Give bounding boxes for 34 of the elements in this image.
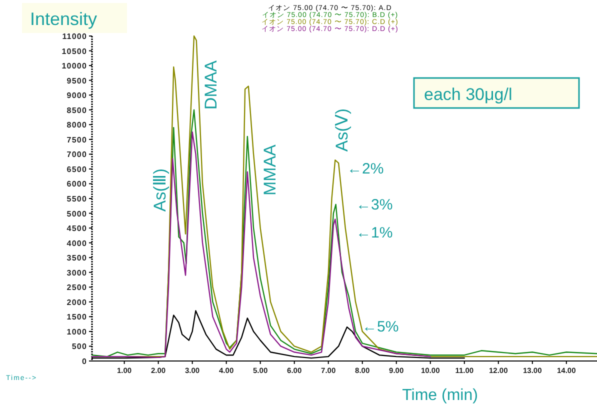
y-tick-label: 4000 [66, 238, 87, 248]
y-tick-label: 6500 [66, 164, 87, 174]
y-tick-label: 9000 [66, 91, 87, 100]
y-tick-label: 11000 [62, 32, 87, 41]
annotation: ←5% [362, 318, 399, 336]
x-axis-title: Time (min) [402, 387, 478, 404]
y-tick-label: 1000 [66, 327, 87, 336]
annotation: each 30μg/l [424, 85, 512, 104]
annotation: As(Ⅲ) [150, 168, 170, 212]
y-tick-label: 8500 [66, 106, 87, 115]
y-tick-label: 0 [82, 357, 87, 366]
y-tick-label: 5500 [66, 194, 87, 204]
annotation: As(Ⅴ) [332, 108, 352, 152]
y-tick-label: 2500 [66, 283, 87, 292]
y-tick-label: 500 [72, 342, 87, 352]
annotation: MMAA [260, 144, 280, 196]
y-tick-label: 6000 [66, 180, 87, 189]
y-tick-label: 7500 [66, 135, 87, 144]
y-tick-label: 7000 [66, 150, 87, 160]
y-tick-label: 5000 [66, 209, 87, 218]
y-tick-label: 1500 [66, 312, 87, 322]
y-axis-title: Intensity [30, 9, 98, 29]
y-tick-label: 9500 [66, 76, 87, 86]
y-tick-label: 8000 [66, 120, 87, 130]
y-tick-label: 3500 [66, 254, 87, 263]
annotation: DMAA [202, 60, 220, 110]
y-tick-label: 3000 [66, 268, 87, 278]
annotation: ←1% [356, 224, 393, 242]
y-tick-label: 10000 [62, 62, 87, 71]
y-tick-label: 10500 [62, 46, 87, 56]
y-tick-label: 4500 [66, 224, 87, 234]
annotation: ←3% [356, 196, 393, 214]
y-tick-label: 2000 [66, 298, 87, 307]
annotation: ←2% [347, 160, 384, 178]
